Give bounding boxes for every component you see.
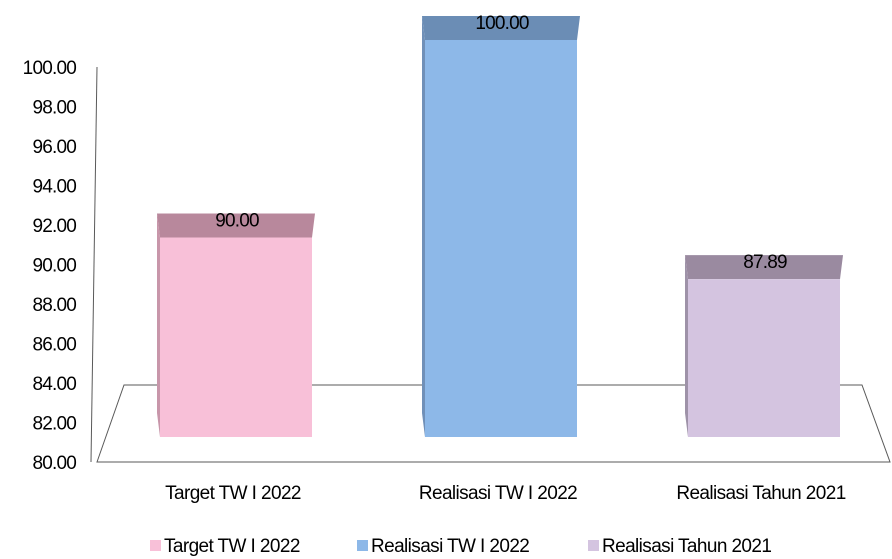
bar-front bbox=[425, 40, 577, 437]
legend-entry: Realisasi Tahun 2021 bbox=[588, 536, 772, 557]
bar bbox=[685, 255, 843, 437]
bar bbox=[157, 213, 315, 437]
bar bbox=[422, 16, 580, 437]
bar-side bbox=[157, 213, 160, 437]
legend-swatch bbox=[357, 540, 368, 551]
y-tick-label: 98.00 bbox=[32, 98, 76, 119]
bar-side bbox=[685, 255, 688, 437]
bar-front bbox=[160, 237, 312, 437]
y-axis: 80.00 82.00 84.00 86.00 88.00 90.00 92.00 94.00… bbox=[23, 58, 98, 474]
bar-front bbox=[688, 279, 840, 437]
y-tick-label: 84.00 bbox=[32, 374, 76, 395]
legend-swatch bbox=[588, 540, 599, 551]
bar-top bbox=[157, 213, 315, 238]
x-tick-label: Target TW I 2022 bbox=[165, 483, 301, 504]
y-tick-label: 90.00 bbox=[32, 256, 76, 277]
y-tick-label: 100.00 bbox=[23, 58, 77, 79]
floor-outline bbox=[96, 384, 891, 463]
data-label: 90.00 bbox=[215, 211, 259, 232]
chart-floor bbox=[96, 384, 891, 463]
legend-entry: Realisasi TW I 2022 bbox=[357, 536, 530, 557]
y-tick-label: 94.00 bbox=[32, 177, 76, 198]
data-label: 100.00 bbox=[475, 13, 529, 34]
x-tick-label: Realisasi TW I 2022 bbox=[419, 483, 577, 504]
legend: Target TW I 2022 Realisasi TW I 2022 Reali… bbox=[150, 536, 772, 557]
y-axis-line bbox=[90, 66, 98, 463]
bar-top bbox=[685, 255, 843, 280]
y-tick-label: 88.00 bbox=[32, 295, 76, 316]
bars bbox=[157, 16, 843, 437]
bar-side bbox=[422, 16, 425, 437]
bar-top bbox=[422, 16, 580, 40]
legend-swatch bbox=[150, 540, 161, 551]
y-tick-label: 82.00 bbox=[32, 414, 76, 435]
y-tick-label: 86.00 bbox=[32, 335, 76, 356]
x-axis-labels: Target TW I 2022 Realisasi TW I 2022 Reali… bbox=[165, 483, 846, 504]
y-tick-label: 96.00 bbox=[32, 137, 76, 158]
legend-entry: Target TW I 2022 bbox=[150, 536, 300, 557]
x-tick-label: Realisasi Tahun 2021 bbox=[676, 483, 845, 504]
legend-label: Target TW I 2022 bbox=[164, 536, 300, 557]
data-label: 87.89 bbox=[743, 252, 787, 273]
y-tick-label: 80.00 bbox=[32, 453, 76, 474]
data-labels: 90.00 100.00 87.89 bbox=[215, 13, 788, 273]
legend-label: Realisasi Tahun 2021 bbox=[602, 536, 771, 557]
legend-label: Realisasi TW I 2022 bbox=[371, 536, 529, 557]
y-tick-label: 92.00 bbox=[32, 216, 76, 237]
